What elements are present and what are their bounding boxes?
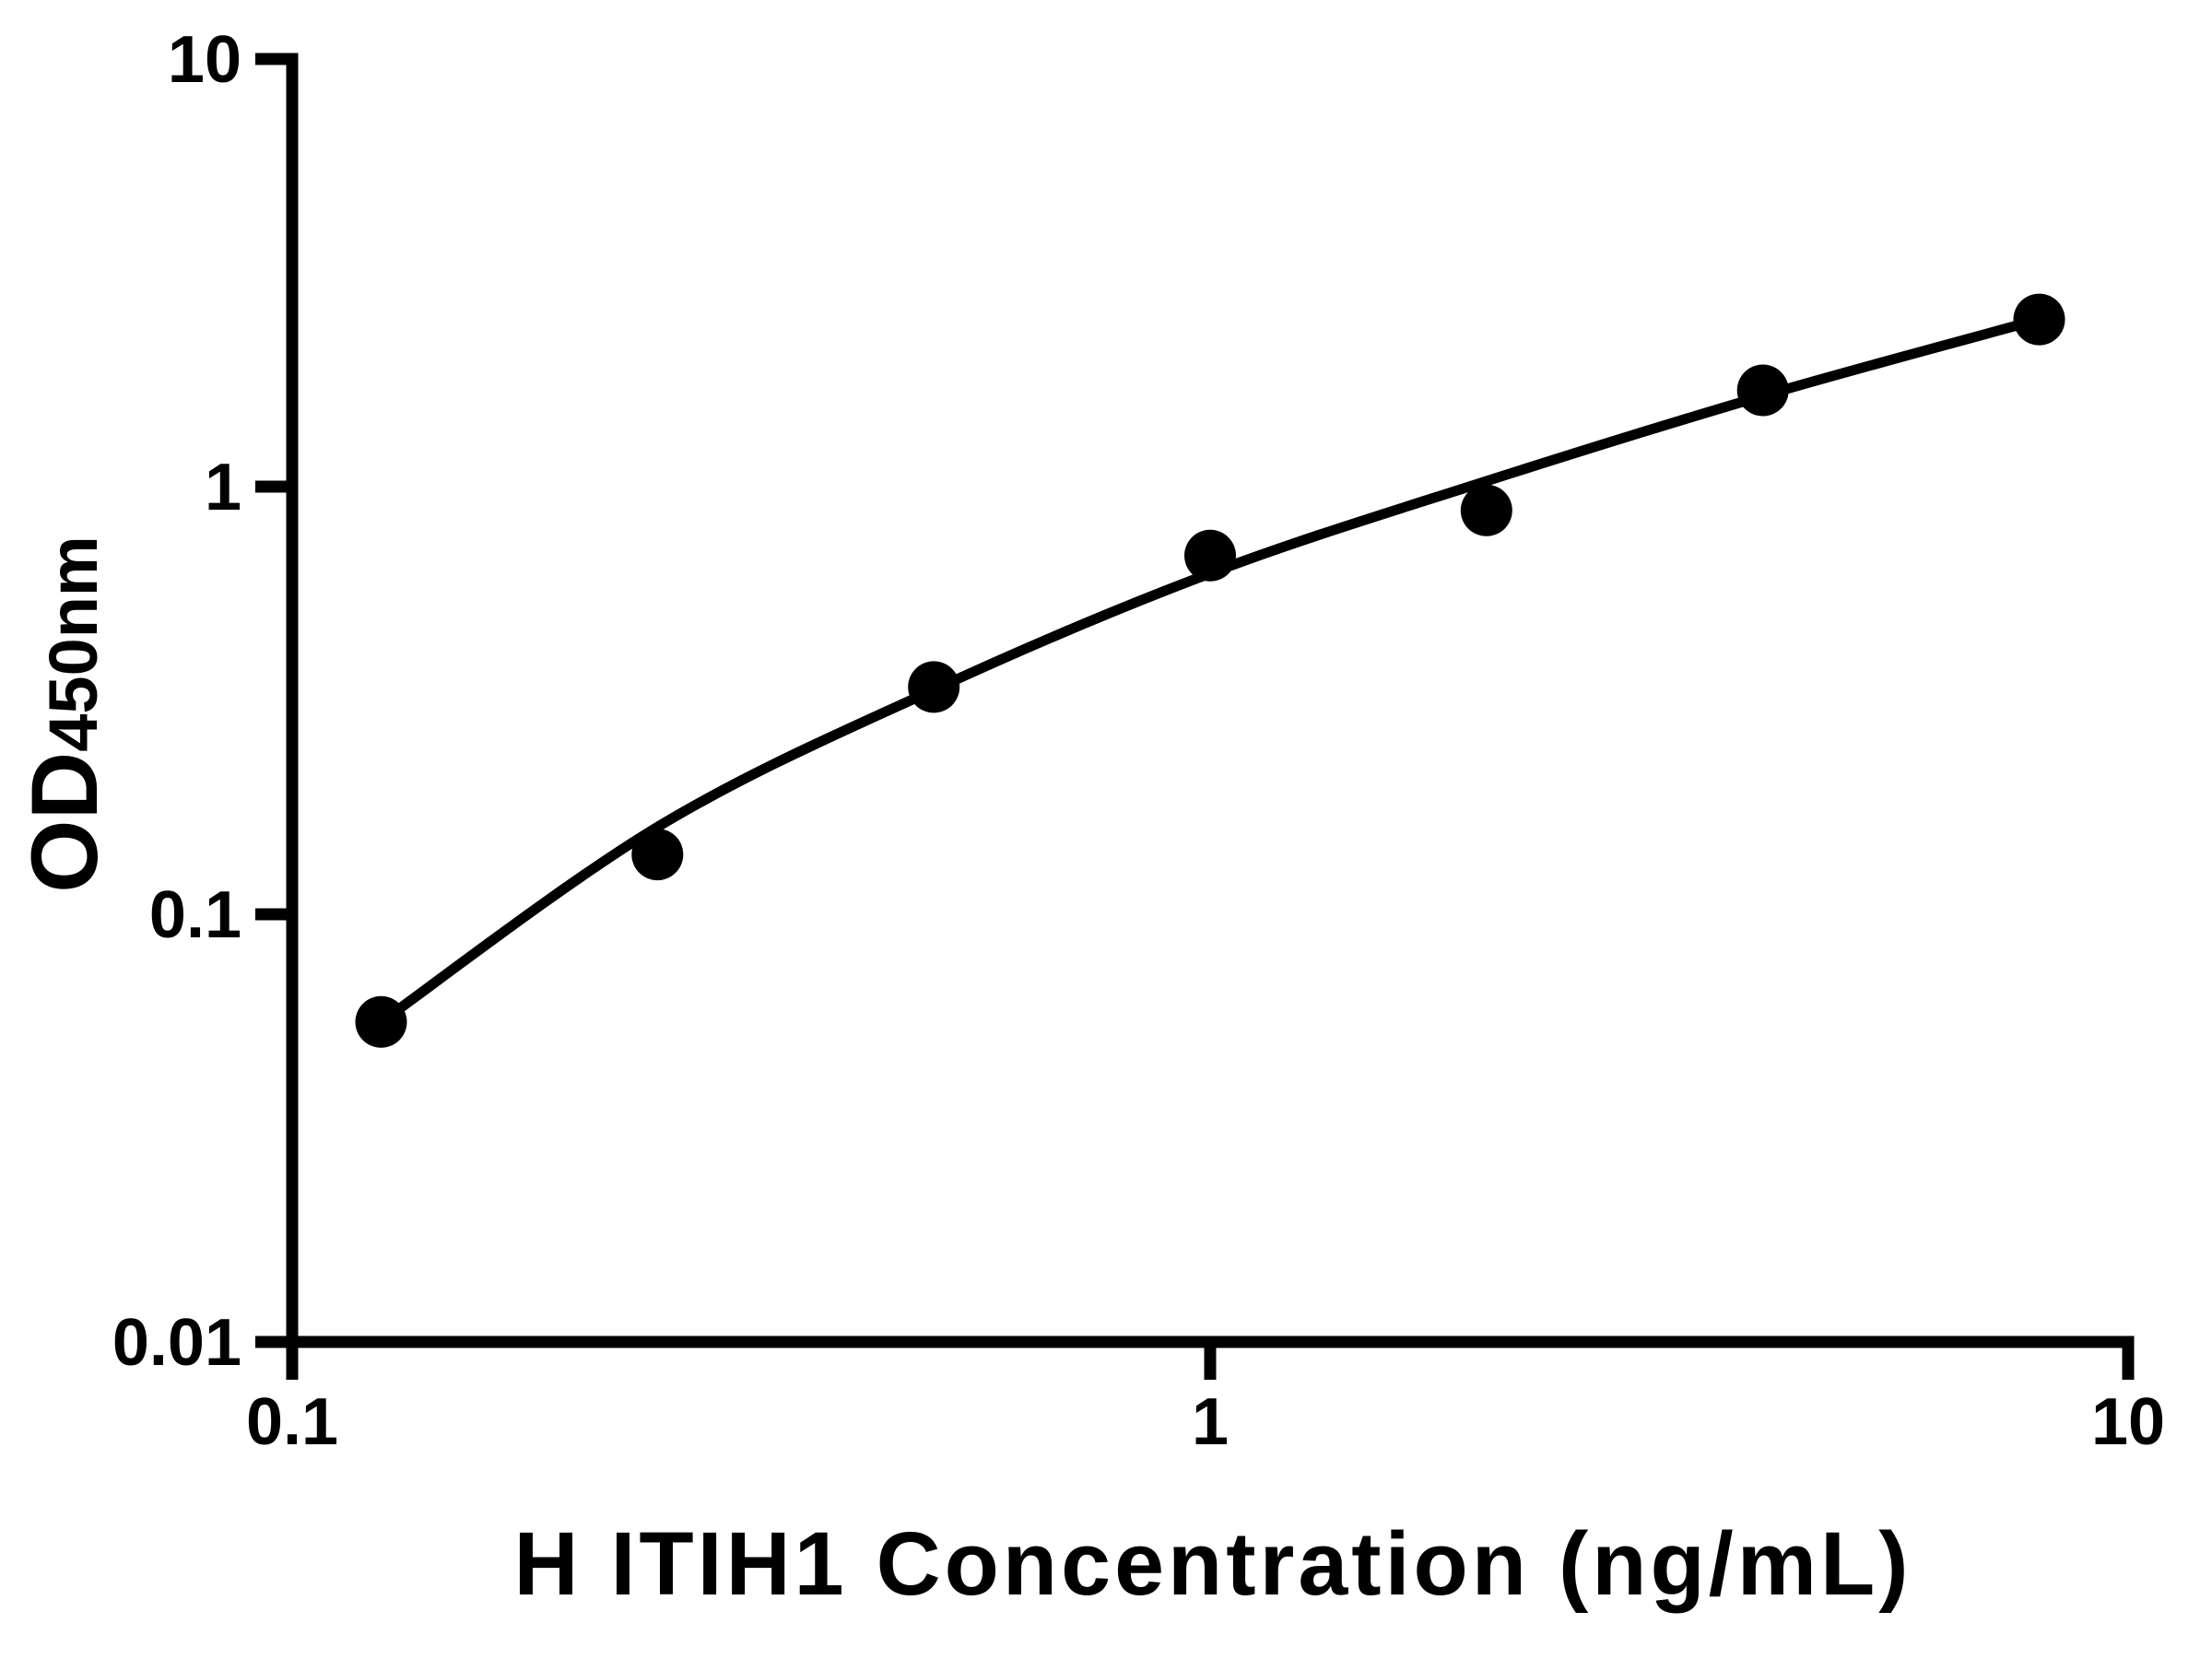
y-tick-label: 1 (205, 451, 241, 524)
y-axis-title: OD450nm (12, 535, 117, 892)
x-axis: 0.1 1 10 (246, 1335, 2165, 1459)
data-point (2013, 293, 2065, 346)
data-point (908, 661, 960, 713)
x-tick-label: 10 (2091, 1385, 2165, 1459)
y-ticks-group: 0.01 0.1 1 10 (112, 23, 293, 1380)
y-axis-title-main: OD (12, 752, 117, 893)
fit-curve-line (376, 314, 2044, 1028)
y-tick-label: 10 (168, 23, 241, 97)
data-point (1736, 364, 1789, 417)
data-point (631, 829, 684, 881)
y-axis-title-subscript: 450nm (35, 535, 112, 751)
data-point (355, 995, 407, 1048)
y-tick-label: 0.01 (112, 1306, 241, 1380)
x-axis-title: H ITIH1 Concentration (ng/mL) (513, 1513, 1912, 1614)
data-point (1184, 529, 1236, 582)
x-ticks-group: 0.1 1 10 (246, 1342, 2165, 1459)
data-point (1460, 484, 1512, 536)
y-axis: 0.01 0.1 1 10 (112, 23, 299, 1380)
x-tick-label: 1 (1192, 1385, 1229, 1459)
y-tick-label: 0.1 (149, 878, 241, 952)
data-points-group (355, 293, 2065, 1048)
x-tick-label: 0.1 (246, 1385, 338, 1459)
